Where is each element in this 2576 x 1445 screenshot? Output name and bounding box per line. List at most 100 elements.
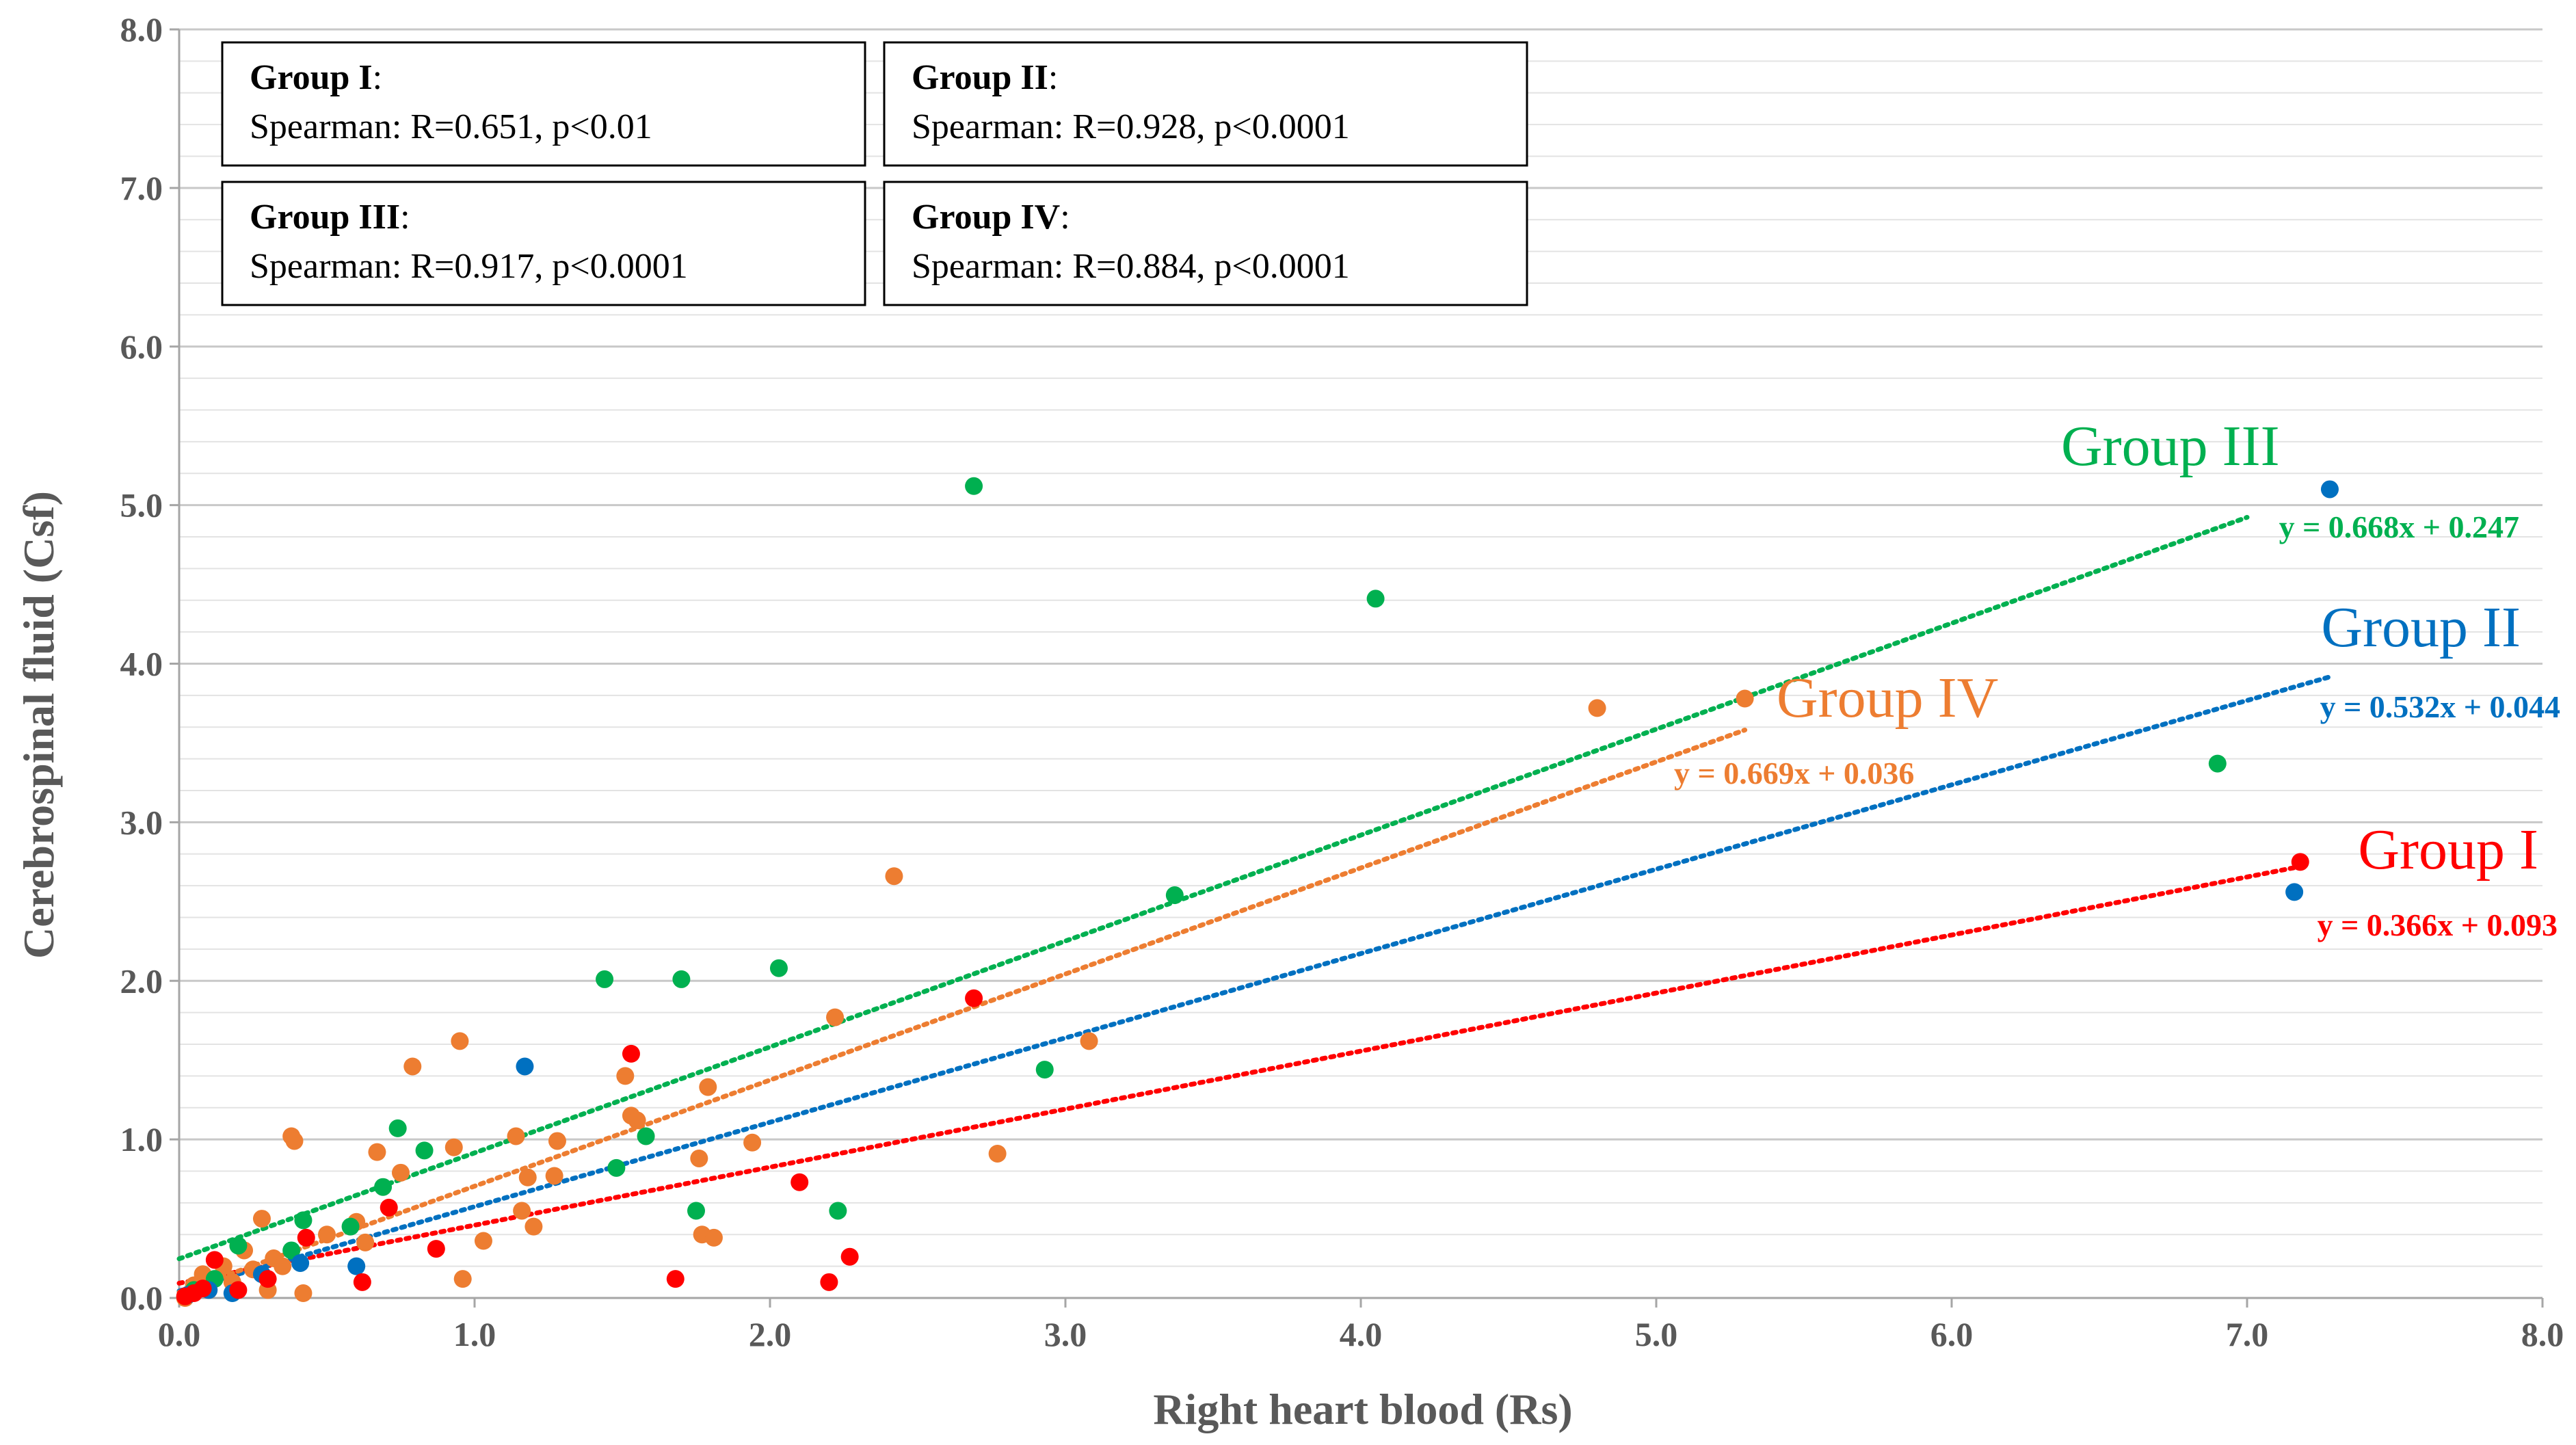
data-point-group-iii (341, 1217, 360, 1236)
data-point-group-iv (368, 1143, 386, 1161)
x-tick-label: 8.0 (2521, 1315, 2564, 1353)
series-label-group-iv: Group IV (1777, 666, 1998, 730)
data-point-group-iii (229, 1236, 248, 1255)
x-tick-label: 3.0 (1044, 1315, 1087, 1353)
y-tick-label: 7.0 (120, 169, 163, 207)
data-point-group-iv (699, 1078, 717, 1096)
data-points (176, 477, 2339, 1307)
stats-box-heading: Group II: (912, 58, 1058, 97)
data-point-group-iv (451, 1032, 469, 1050)
data-point-group-iv (507, 1127, 525, 1145)
stats-box: Group III: Spearman: R=0.917, p<0.0001 (221, 181, 866, 306)
series-label-group-iii: Group III (2061, 414, 2280, 478)
data-point-group-i (297, 1228, 315, 1247)
series-label-group-ii: Group II (2321, 596, 2521, 659)
data-point-group-iii (607, 1158, 626, 1177)
equation-label-group-iv: y = 0.669x + 0.036 (1674, 756, 1914, 791)
x-tick-label: 0.0 (158, 1315, 201, 1353)
data-point-group-i (791, 1173, 809, 1191)
data-point-group-iii (965, 477, 983, 495)
x-tick-label: 7.0 (2226, 1315, 2269, 1353)
data-point-group-iv (548, 1132, 566, 1150)
data-point-group-iv (1736, 689, 1754, 708)
data-point-group-i (194, 1280, 212, 1298)
y-tick-label: 5.0 (120, 486, 163, 525)
y-tick-label: 0.0 (120, 1279, 163, 1317)
data-point-group-iv (628, 1111, 646, 1130)
series-label-group-i: Group I (2358, 818, 2538, 881)
stats-box-spearman: Spearman: R=0.651, p<0.01 (250, 107, 652, 146)
equation-label-group-i: y = 0.366x + 0.093 (2318, 907, 2558, 942)
data-point-group-ii (2285, 883, 2304, 901)
trendline-group-i (176, 864, 2303, 1286)
data-point-group-i (229, 1281, 248, 1299)
data-point-group-iv (403, 1057, 422, 1076)
stats-box: Group I: Spearman: R=0.651, p<0.01 (221, 41, 866, 167)
data-point-group-iii (1165, 886, 1184, 905)
data-point-group-iv (545, 1167, 563, 1185)
data-point-group-iv (704, 1228, 723, 1247)
data-point-group-iv (885, 867, 903, 886)
data-point-group-iv (453, 1270, 472, 1288)
data-point-group-i (205, 1251, 224, 1269)
data-point-group-iv (274, 1257, 292, 1275)
stats-group-colon: : (373, 58, 382, 97)
stats-box-spearman: Spearman: R=0.928, p<0.0001 (912, 107, 1350, 146)
stats-box: Group IV: Spearman: R=0.884, p<0.0001 (883, 181, 1528, 306)
data-point-group-iii (637, 1127, 655, 1145)
trendline-group-iv (176, 727, 1748, 1295)
data-point-group-iii (1035, 1061, 1054, 1079)
axes: 0.0 1.0 2.0 3.0 4.0 5.0 6.0 7.0 8.0 0.0 1.0 2.0 3.0 4… (120, 10, 2564, 1353)
stats-group-name: Group II (912, 58, 1048, 97)
data-point-group-i (427, 1240, 445, 1258)
data-point-group-iv (690, 1149, 708, 1167)
data-point-group-ii (291, 1254, 310, 1272)
data-point-group-i (820, 1273, 838, 1291)
data-point-group-iv (743, 1133, 762, 1152)
data-point-group-iii (2208, 754, 2227, 773)
trendline-group-iii (176, 514, 2250, 1262)
data-point-group-iii (829, 1202, 847, 1220)
data-point-group-iv (1080, 1032, 1098, 1050)
y-tick-label: 4.0 (120, 645, 163, 683)
data-point-group-i (258, 1270, 277, 1288)
x-axis-title: Right heart blood (Rs) (1153, 1385, 1572, 1433)
data-point-group-iv (525, 1217, 543, 1236)
data-point-group-iv (1588, 699, 1606, 717)
equation-label-group-ii: y = 0.532x + 0.044 (2320, 689, 2560, 724)
data-point-group-i (353, 1273, 371, 1291)
data-point-group-ii (347, 1257, 366, 1275)
x-tick-label: 2.0 (749, 1315, 792, 1353)
data-point-group-ii (516, 1057, 534, 1076)
data-point-group-iii (596, 970, 614, 988)
trendline-group-ii (176, 674, 2333, 1294)
data-point-group-iv (444, 1138, 463, 1156)
data-point-group-i (840, 1247, 859, 1266)
data-point-group-iv (513, 1202, 531, 1220)
data-point-group-iii (388, 1119, 407, 1137)
data-point-group-iv (988, 1144, 1007, 1163)
data-point-group-iv (616, 1067, 635, 1085)
data-point-group-iv (392, 1163, 410, 1182)
data-point-group-iii (672, 970, 691, 988)
stats-group-name: Group III (250, 198, 400, 237)
data-point-group-i (666, 1270, 685, 1288)
stats-box-border (221, 181, 866, 306)
y-tick-label: 2.0 (120, 962, 163, 1000)
data-point-group-i (2291, 853, 2309, 871)
data-point-group-iv (518, 1168, 537, 1187)
y-tick-label: 3.0 (120, 803, 163, 841)
stats-box-border (883, 181, 1528, 306)
y-tick-label: 8.0 (120, 10, 163, 49)
data-point-group-iii (374, 1178, 393, 1196)
stats-box: Group II: Spearman: R=0.928, p<0.0001 (883, 41, 1528, 167)
stats-group-colon: : (1060, 198, 1070, 237)
data-point-group-iii (282, 1241, 301, 1260)
gridlines (179, 28, 2542, 1267)
data-point-group-iv (252, 1210, 271, 1228)
trendlines (176, 514, 2333, 1295)
data-point-group-iii (687, 1202, 705, 1220)
series-labels: Group I y = 0.366x + 0.093 Group II y = 0.5… (1674, 414, 2560, 942)
